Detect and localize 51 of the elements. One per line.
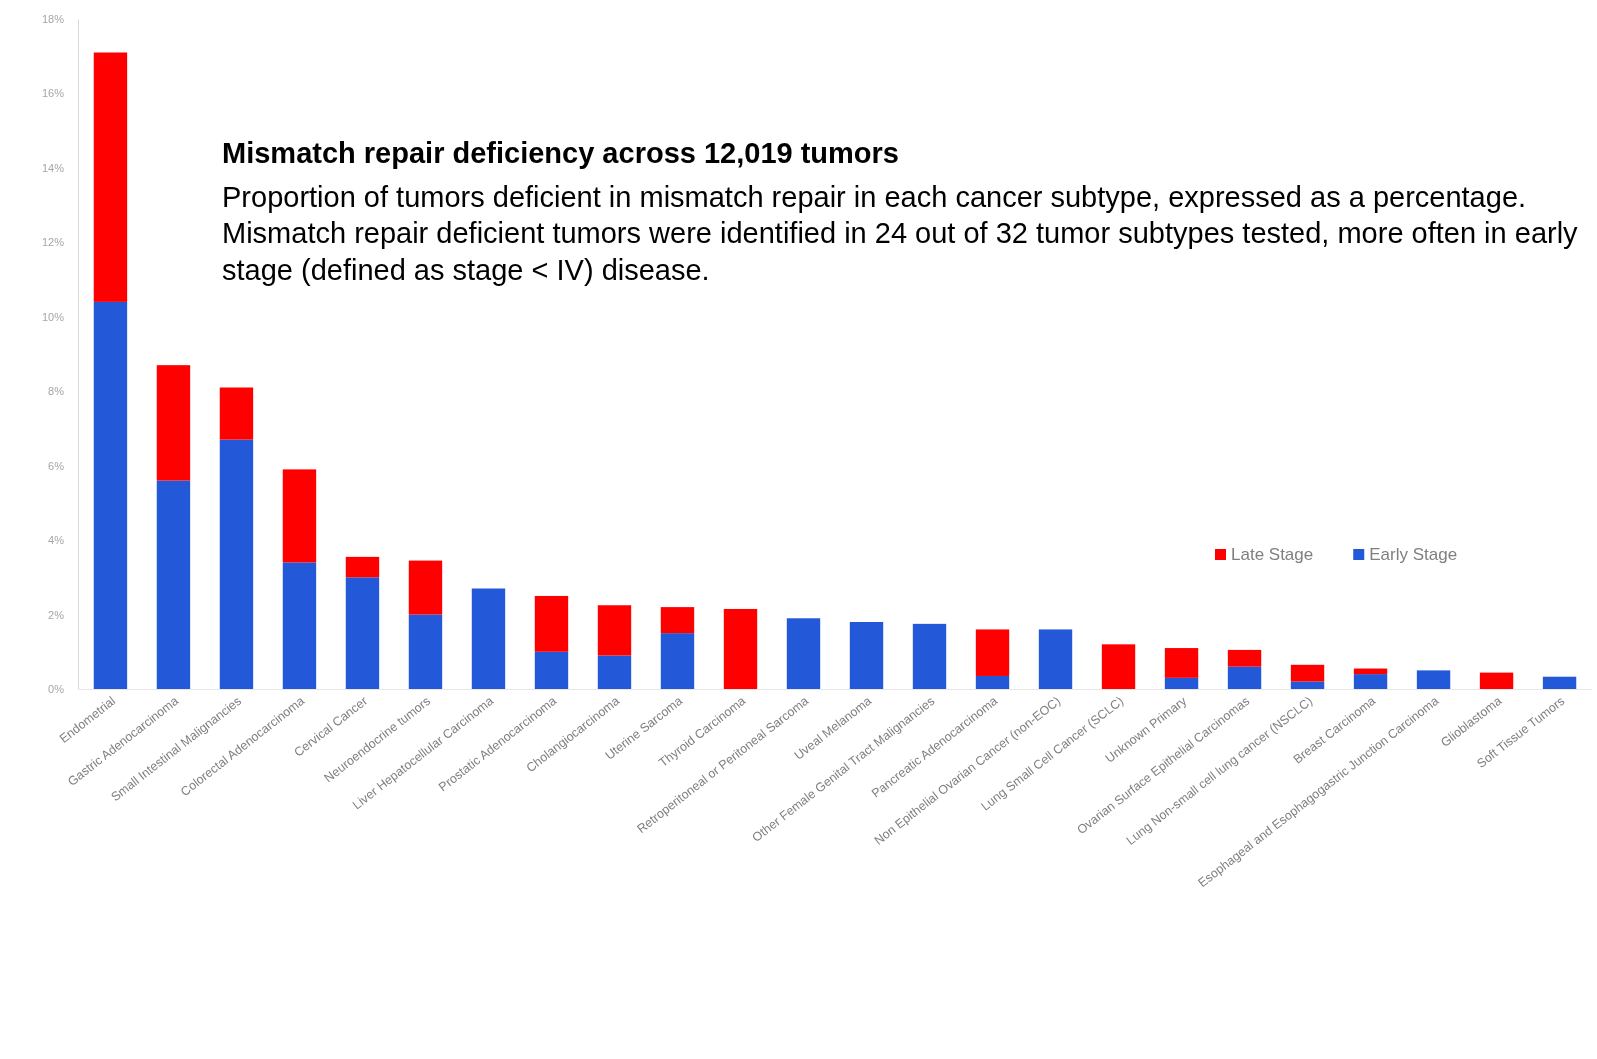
bar: [1227, 649, 1262, 667]
text: Proportion of tumors deficient in mismatch repair in each cancer subtype, expressed as a percentage. Mismatch repair deficient tumors were identified in 24 out of 32 tumor subtypes tested, more often in early stage (defined as stage < IV) disease.: [222, 181, 1579, 286]
bar: [1227, 666, 1262, 689]
bar: [1479, 672, 1514, 689]
bar: [1416, 670, 1451, 689]
bar: [534, 595, 569, 652]
bar: [282, 562, 317, 689]
bar: [1038, 629, 1073, 689]
bar: [786, 618, 821, 689]
y-tick-label: 8%: [48, 385, 65, 398]
bar: [156, 480, 191, 689]
y-tick-label: 4%: [48, 534, 65, 547]
bar: [1542, 676, 1577, 689]
y-tick-label: 10%: [41, 310, 65, 323]
y-tick-label: 0%: [48, 683, 65, 696]
bar: [849, 622, 884, 689]
bar: [1353, 674, 1388, 689]
bar: [1290, 681, 1325, 689]
bar: [660, 607, 695, 634]
bar: [408, 614, 443, 689]
bar: [282, 469, 317, 563]
bar: [345, 577, 380, 689]
y-tick-label: 16%: [41, 87, 65, 100]
bar: [219, 439, 254, 689]
bar: [723, 608, 758, 689]
bar: [1164, 677, 1199, 689]
bar: [534, 651, 569, 689]
y-tick-label: 14%: [41, 161, 65, 174]
bar: [219, 387, 254, 440]
legend-label: Early Stage: [1369, 545, 1458, 564]
bar: [93, 301, 128, 689]
bar: [912, 623, 947, 689]
bar: [597, 655, 632, 689]
bar: [1290, 664, 1325, 682]
bar: [975, 629, 1010, 676]
y-tick-label: 2%: [48, 608, 65, 621]
text: Mismatch repair deficiency across 12,019 tumors: [222, 137, 899, 169]
bar: [408, 560, 443, 615]
bar: [1164, 648, 1199, 678]
bar: [1101, 644, 1136, 689]
bar: [597, 605, 632, 656]
legend-label: Late Stage: [1231, 545, 1314, 564]
bar: [156, 365, 191, 481]
bar: [471, 588, 506, 689]
bar: [975, 675, 1010, 689]
bar: [660, 633, 695, 689]
y-tick-label: 12%: [41, 236, 65, 249]
bar: [345, 556, 380, 578]
bar: [93, 52, 128, 302]
y-tick-label: 18%: [41, 13, 65, 26]
y-tick-label: 6%: [48, 459, 65, 472]
